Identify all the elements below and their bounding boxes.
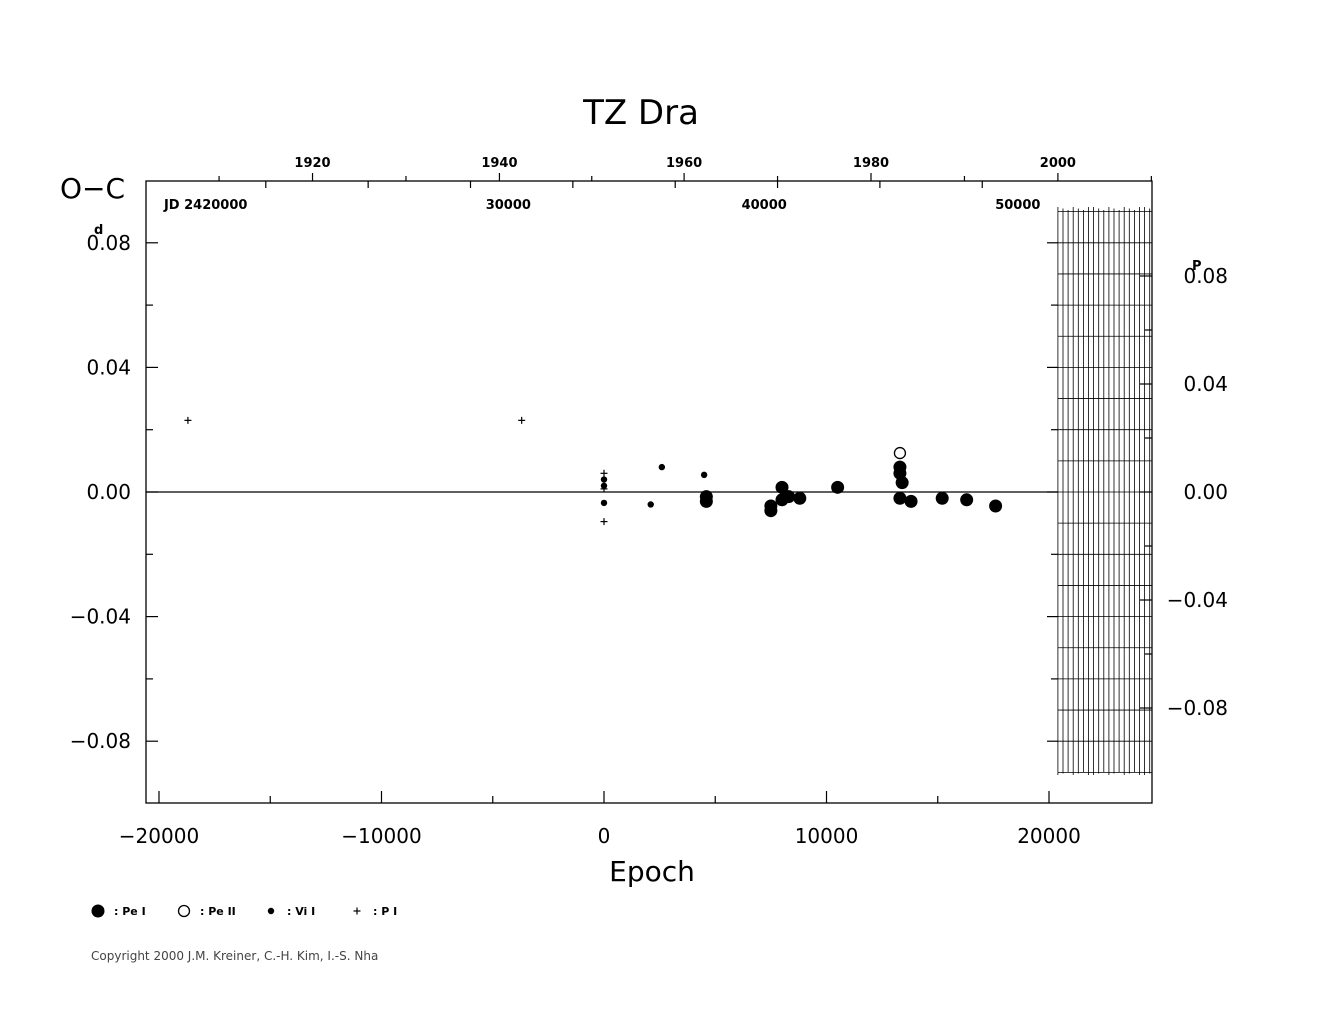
y-right-tick-label: 0.04 [1183, 372, 1228, 396]
point-plus [518, 416, 526, 424]
point-plus [600, 469, 608, 477]
y-right-tick-label: 0.00 [1183, 480, 1228, 504]
point-filled-small [600, 476, 608, 483]
x-tick-label: 10000 [795, 824, 859, 848]
point-plus [184, 416, 192, 424]
chart-title: TZ Dra [582, 93, 699, 133]
point-filled-large [989, 499, 1003, 513]
legend-marker [267, 907, 275, 915]
jd-tick-label: JD 2420000 [163, 198, 247, 213]
y-axis-label: O−C [60, 172, 125, 205]
legend-marker [177, 904, 191, 918]
y-tick-label: 0.04 [86, 355, 131, 379]
x-tick-label: −20000 [119, 824, 199, 848]
point-filled-large [699, 494, 713, 508]
y-tick-label: 0.00 [86, 480, 131, 504]
point-filled-large [793, 491, 807, 505]
y-right-tick-label: 0.08 [1183, 264, 1228, 288]
y-right-tick-label: −0.08 [1167, 696, 1228, 720]
axes: −20000 −10000 0 10000 20000 1920 1940 1960 1980 2… [70, 156, 1228, 848]
point-filled-small [647, 501, 654, 508]
point-filled-small [658, 463, 666, 471]
y-left-unit: d [94, 223, 103, 238]
y-tick-label: −0.04 [70, 605, 131, 629]
legend: : Pe I : Pe II : Vi I : P I [91, 904, 397, 918]
point-filled-large [960, 493, 974, 507]
year-tick-label: 1960 [666, 156, 702, 171]
y-right-unit: P [1192, 259, 1202, 274]
x-tick-label: 0 [598, 824, 611, 848]
point-filled-large [895, 476, 909, 490]
point-filled-large [775, 480, 789, 494]
legend-label: : P I [373, 905, 397, 918]
data-points [184, 416, 1003, 526]
point-filled-large [904, 494, 918, 508]
legend-label: : Pe II [200, 905, 236, 918]
point-filled-large [782, 490, 796, 504]
x-tick-label: 20000 [1017, 824, 1081, 848]
point-plus [600, 518, 608, 526]
y-right-tick-label: −0.04 [1167, 588, 1228, 612]
y-tick-label: −0.08 [70, 729, 131, 753]
point-filled-large [831, 480, 845, 494]
point-filled-large [935, 491, 949, 505]
copyright-note: Copyright 2000 J.M. Kreiner, C.-H. Kim, … [91, 949, 378, 963]
jd-tick-label: 40000 [742, 198, 787, 213]
x-tick-label: −10000 [341, 824, 421, 848]
legend-label: : Pe I [114, 905, 146, 918]
y-tick-label: 0.08 [86, 231, 131, 255]
point-filled-large [764, 504, 778, 518]
year-tick-label: 1920 [294, 156, 330, 171]
jd-tick-label: 50000 [995, 198, 1040, 213]
x-axis-label: Epoch [609, 855, 695, 888]
year-tick-label: 2000 [1040, 156, 1076, 171]
legend-marker [91, 904, 105, 918]
year-tick-label: 1940 [481, 156, 517, 171]
legend-label: : Vi I [287, 905, 315, 918]
point-open [893, 446, 907, 460]
hatched-region [1057, 207, 1152, 775]
point-filled-small [600, 499, 608, 507]
point-filled-large [893, 491, 907, 505]
point-plus [600, 485, 608, 493]
legend-marker [353, 907, 361, 915]
year-tick-label: 1980 [853, 156, 889, 171]
point-filled-small [700, 471, 708, 479]
jd-tick-label: 30000 [486, 198, 531, 213]
